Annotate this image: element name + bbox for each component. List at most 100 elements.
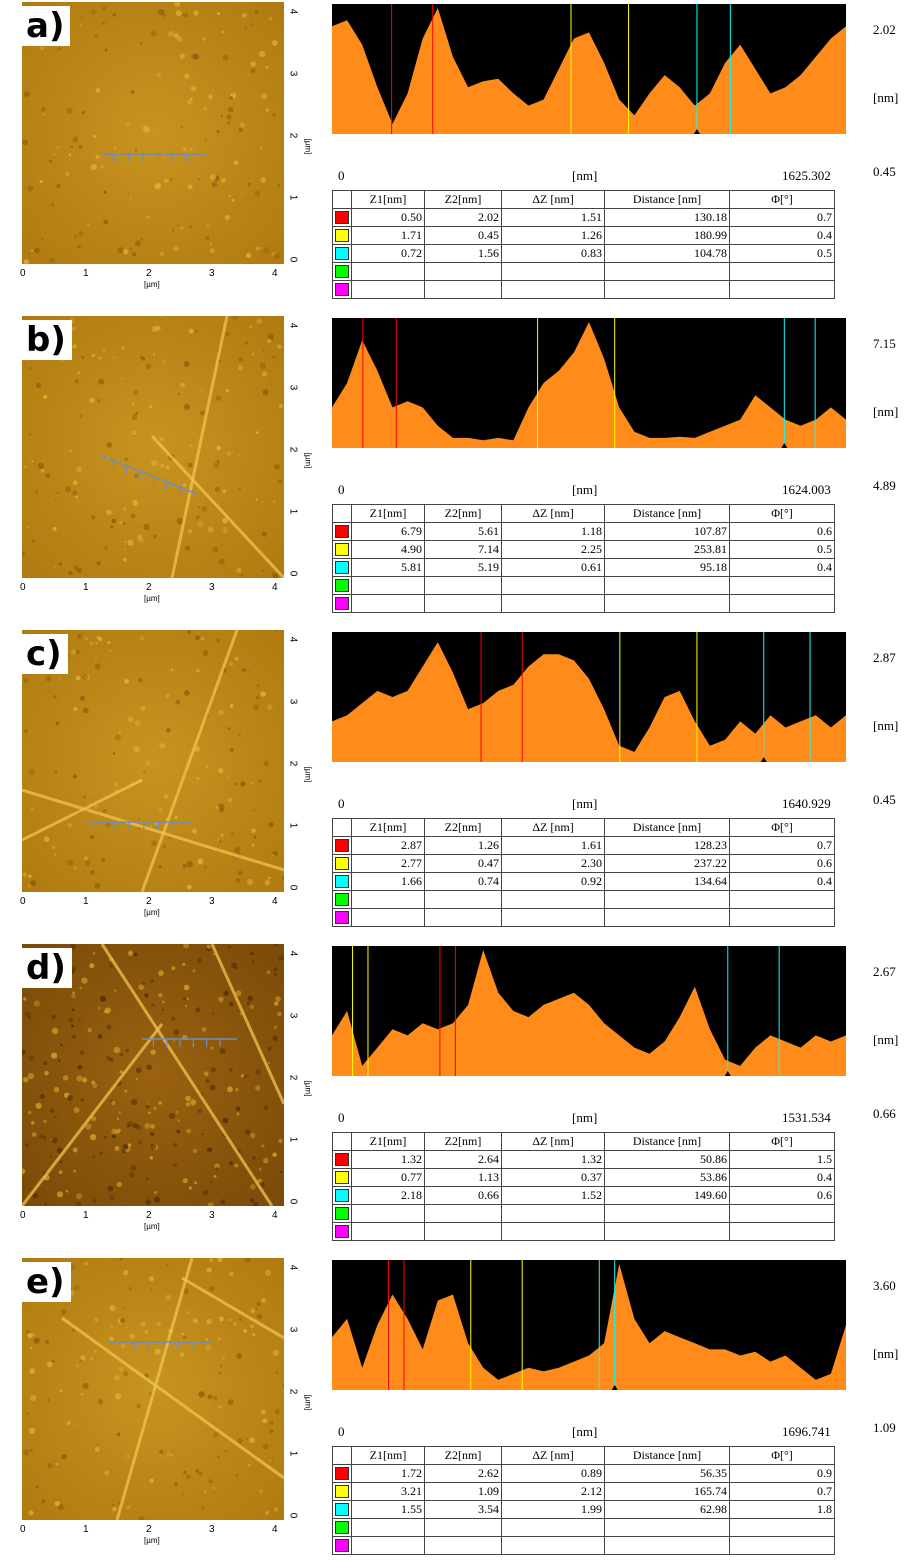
table-header-row: Z1[nm] Z2[nm] ΔZ [nm] Distance [nm] Φ[°]	[332, 1446, 835, 1465]
profile-y-max: 3.60	[873, 1278, 896, 1293]
marker-swatch	[335, 525, 349, 538]
afm-image	[22, 316, 284, 578]
column-header: Φ[°]	[729, 1132, 835, 1151]
table-cell	[729, 1536, 835, 1555]
marker-swatch-cell	[332, 280, 352, 299]
x-tick-label: 0	[20, 268, 26, 279]
table-cell	[351, 890, 425, 909]
afm-y-axis: 0 1 2 3 4 [µm]	[286, 2, 320, 266]
marker-swatch-cell	[332, 854, 352, 873]
profile-x-unit: [nm]	[572, 1110, 598, 1125]
table-cell	[604, 262, 730, 281]
table-cell	[501, 262, 605, 281]
marker-swatch-cell	[332, 208, 352, 227]
table-cell: 0.74	[424, 872, 502, 891]
table-row: 1.66 0.74 0.92 134.64 0.4	[332, 872, 835, 891]
table-cell: 7.14	[424, 540, 502, 559]
marker-swatch-cell	[332, 836, 352, 855]
table-cell: 2.64	[424, 1150, 502, 1169]
swatch-header	[332, 1446, 352, 1465]
table-cell: 0.7	[729, 836, 835, 855]
marker-swatch-cell	[332, 540, 352, 559]
table-cell	[424, 1204, 502, 1223]
x-tick-label: 3	[209, 268, 215, 279]
table-cell	[424, 262, 502, 281]
table-cell: 2.18	[351, 1186, 425, 1205]
marker-swatch	[335, 561, 349, 574]
y-tick-label: 4	[287, 950, 299, 957]
table-cell: 2.30	[501, 854, 605, 873]
table-cell	[424, 890, 502, 909]
marker-swatch-cell	[332, 262, 352, 281]
y-tick-label: 0	[287, 884, 299, 891]
y-tick-label: 0	[287, 570, 299, 577]
table-cell: 1.5	[729, 1150, 835, 1169]
marker-swatch-cell	[332, 1150, 352, 1169]
table-cell	[604, 280, 730, 299]
table-cell	[729, 576, 835, 595]
x-tick-label: 1	[83, 896, 89, 907]
table-cell: 6.79	[351, 522, 425, 541]
column-header: Z2[nm]	[424, 190, 502, 209]
table-row: 0.50 2.02 1.51 130.18 0.7	[332, 208, 835, 227]
profile-y-unit: [nm]	[873, 1346, 899, 1361]
panel-label: d)	[20, 948, 72, 988]
panel-label: e)	[20, 1262, 71, 1302]
table-cell: 0.7	[729, 1482, 835, 1501]
profile-x-end: 1624.003	[782, 482, 831, 497]
table-cell: 0.6	[729, 854, 835, 873]
y-axis-unit: [µm]	[303, 1080, 313, 1097]
table-cell: 1.32	[351, 1150, 425, 1169]
x-tick-label: 1	[83, 268, 89, 279]
table-header-row: Z1[nm] Z2[nm] ΔZ [nm] Distance [nm] Φ[°]	[332, 818, 835, 837]
x-axis-unit: [µm]	[144, 280, 160, 289]
table-row: 1.71 0.45 1.26 180.99 0.4	[332, 226, 835, 245]
table-cell	[501, 1518, 605, 1537]
x-tick-label: 1	[83, 582, 89, 593]
profile-y-min: 0.45	[873, 164, 896, 179]
table-cell: 0.50	[351, 208, 425, 227]
column-header: Z1[nm]	[351, 1132, 425, 1151]
fibre-streak	[150, 434, 284, 578]
fibre-streak	[181, 1276, 284, 1340]
y-tick-label: 3	[287, 1326, 299, 1333]
table-cell: 0.7	[729, 208, 835, 227]
table-cell: 1.71	[351, 226, 425, 245]
profile-y-min: 0.45	[873, 792, 896, 807]
table-cell: 56.35	[604, 1464, 730, 1483]
profile-x-end: 1640.929	[782, 796, 831, 811]
fibre-streak	[115, 1258, 194, 1520]
y-axis-unit: [µm]	[303, 766, 313, 783]
x-tick-label: 0	[20, 1210, 26, 1221]
table-row	[332, 594, 835, 613]
table-cell: 107.87	[604, 522, 730, 541]
swatch-header	[332, 818, 352, 837]
profile-x-unit: [nm]	[572, 796, 598, 811]
table-cell: 0.45	[424, 226, 502, 245]
column-header: ΔZ [nm]	[501, 1446, 605, 1465]
table-cell	[501, 280, 605, 299]
height-profile	[332, 946, 846, 1076]
table-cell	[424, 1518, 502, 1537]
column-header: Z2[nm]	[424, 1446, 502, 1465]
y-tick-label: 4	[287, 322, 299, 329]
column-header: Distance [nm]	[604, 1132, 730, 1151]
table-cell: 0.4	[729, 558, 835, 577]
table-row: 5.81 5.19 0.61 95.18 0.4	[332, 558, 835, 577]
table-cell: 165.74	[604, 1482, 730, 1501]
marker-swatch	[335, 839, 349, 852]
swatch-header	[332, 1132, 352, 1151]
fibre-streak	[61, 1316, 284, 1480]
marker-swatch-cell	[332, 1482, 352, 1501]
table-cell: 1.55	[351, 1500, 425, 1519]
column-header: Distance [nm]	[604, 504, 730, 523]
fibre-streak	[140, 630, 239, 892]
table-cell	[424, 594, 502, 613]
y-tick-label: 2	[287, 760, 299, 767]
table-cell: 104.78	[604, 244, 730, 263]
table-cell: 0.5	[729, 540, 835, 559]
profile-x-start: 0	[338, 1424, 345, 1439]
table-row	[332, 1518, 835, 1537]
table-cell: 53.86	[604, 1168, 730, 1187]
table-cell: 0.47	[424, 854, 502, 873]
